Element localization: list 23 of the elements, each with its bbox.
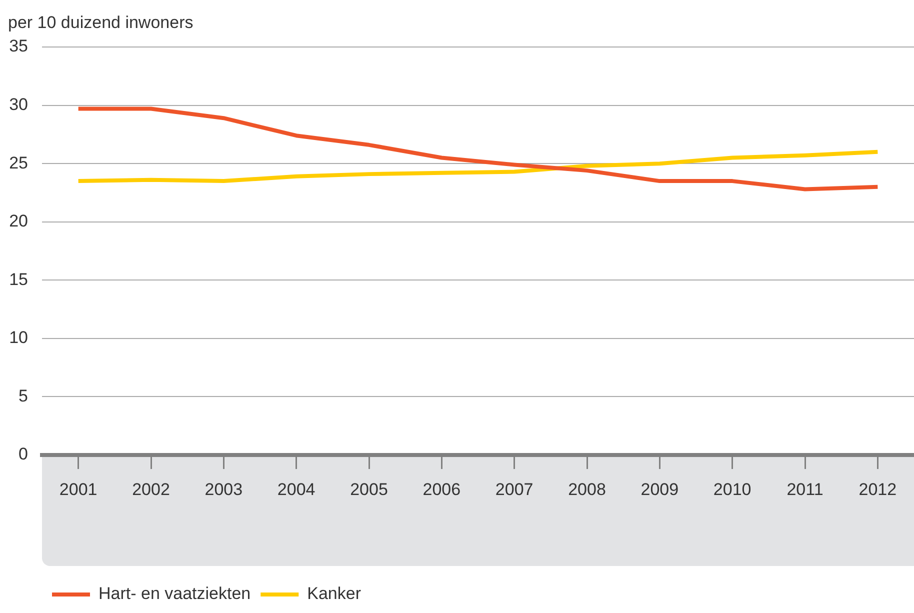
x-tick-label: 2011 — [786, 480, 824, 499]
legend-label: Kanker — [307, 584, 362, 604]
y-tick-label: 5 — [18, 386, 28, 406]
y-tick-label: 25 — [9, 153, 28, 172]
x-tick-label: 2006 — [422, 480, 461, 499]
y-tick-label: 20 — [9, 212, 28, 231]
y-tick-label: 10 — [9, 328, 28, 348]
y-tick-label: 15 — [9, 270, 28, 289]
x-tick-label: 2004 — [277, 480, 316, 499]
x-tick-label: 2003 — [204, 480, 243, 499]
y-tick-label: 0 — [18, 444, 28, 464]
y-axis-title: per 10 duizend inwoners — [8, 13, 194, 33]
y-tick-label: 30 — [9, 94, 28, 114]
y-tick-label: 35 — [9, 36, 28, 56]
x-tick-label: 2002 — [132, 480, 170, 499]
x-tick-label: 2007 — [495, 480, 534, 499]
x-tick-label: 2010 — [713, 480, 752, 499]
x-tick-label: 2012 — [858, 480, 897, 499]
x-tick-label: 2005 — [350, 480, 388, 499]
x-tick-label: 2009 — [640, 480, 679, 499]
x-tick-label: 2008 — [568, 480, 606, 499]
x-tick-label: 2001 — [59, 480, 98, 499]
legend-label: Hart- en vaatziekten — [98, 584, 251, 604]
